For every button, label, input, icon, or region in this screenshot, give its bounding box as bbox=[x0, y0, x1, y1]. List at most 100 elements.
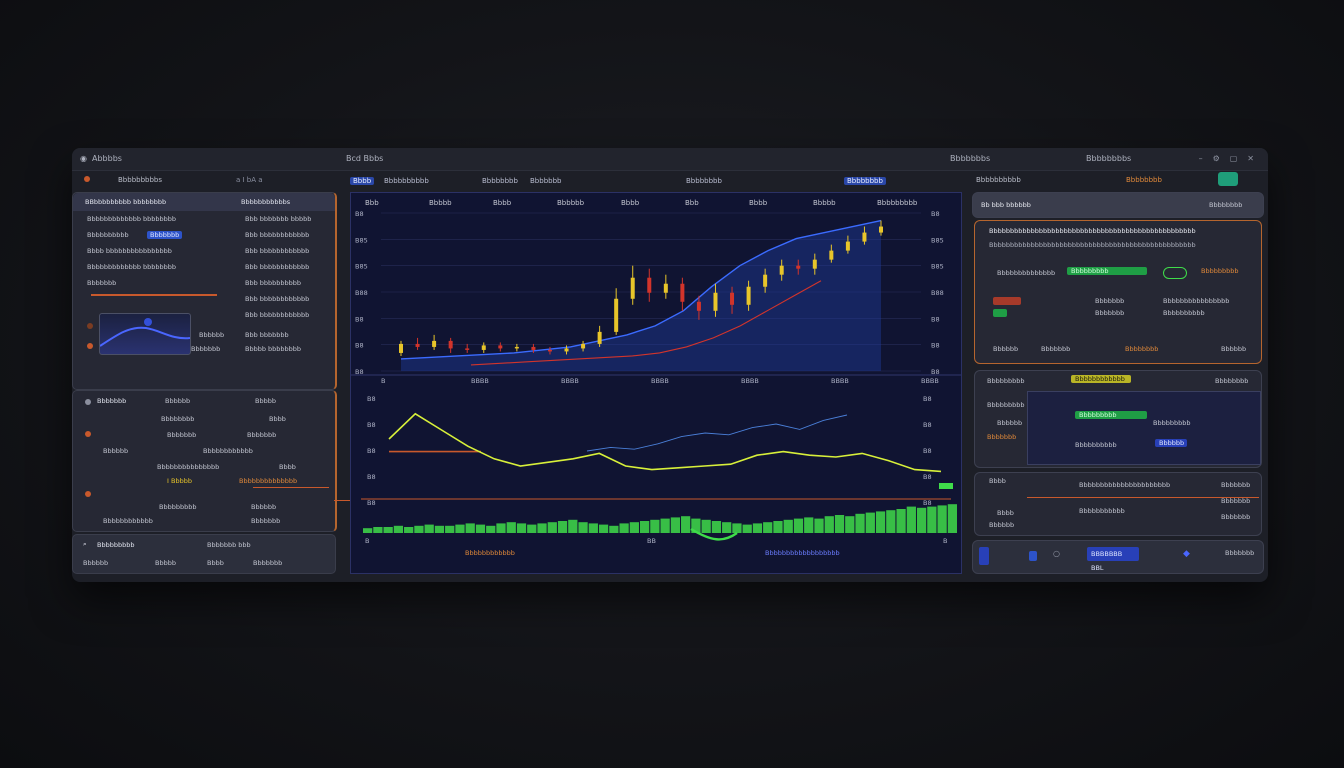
watchlist-row[interactable]: Bbbbbbbbbbbbb bbbbbbbb bbox=[87, 263, 177, 271]
volume-bar bbox=[722, 522, 732, 533]
volume-bar bbox=[486, 525, 496, 533]
order-label: Bbbbbbb bbox=[1095, 309, 1125, 317]
order-foot[interactable]: Bbbbbbb bbox=[1041, 345, 1071, 353]
candle-body bbox=[862, 232, 867, 242]
candle-body bbox=[531, 346, 536, 350]
watchlist-title: BBbbbbbbbbb bbbbbbbb bbox=[85, 198, 167, 206]
y-tick-label-right: B8 bbox=[923, 395, 932, 403]
x-tick-label: B bbox=[365, 537, 369, 545]
row-dot-icon bbox=[87, 323, 93, 329]
watchlist-row-highlight[interactable]: Bbbbbbb bbox=[147, 231, 183, 239]
depth-green-value[interactable]: Bbbbbbbbb bbox=[1075, 411, 1147, 419]
window-title: Abbbbs bbox=[92, 154, 122, 163]
volume-bar bbox=[496, 523, 506, 533]
candle-body bbox=[432, 340, 437, 347]
footer-item[interactable]: Bbbbbbb bbox=[253, 559, 283, 567]
tab-item[interactable]: Bbbbbbbb bbox=[482, 177, 518, 185]
right-panel: Bbbbbbbbbb Bbbbbbbb Bb bbb bbbbbb Bbbbbb… bbox=[972, 172, 1264, 582]
tab-item[interactable]: Bbbbbbbb bbox=[844, 177, 886, 185]
positions-title-c: Bbbbb bbox=[255, 397, 276, 405]
volume-bar bbox=[414, 525, 424, 533]
footer-item[interactable]: Bbbb bbox=[207, 559, 224, 567]
footer-small-icon[interactable] bbox=[1029, 551, 1037, 561]
y-tick-label-right: B8 bbox=[923, 499, 932, 507]
y-tick-label: B85 bbox=[355, 263, 368, 271]
positions-row-value: Bbbb bbox=[279, 463, 296, 471]
mini-preview-chart[interactable] bbox=[99, 313, 191, 355]
close-icon[interactable]: ✕ bbox=[1247, 154, 1254, 163]
positions-row[interactable]: Bbbbbbbbbbbbbbb bbox=[157, 463, 220, 471]
watchlist-row[interactable]: Bbbbbb bbox=[199, 331, 225, 339]
maximize-icon[interactable]: ▢ bbox=[1229, 154, 1238, 163]
right-toggle-icon[interactable] bbox=[1218, 172, 1238, 186]
footer-search-icon[interactable]: ⌕ bbox=[83, 540, 87, 548]
right-top-bar-title: Bb bbb bbbbbb bbox=[981, 201, 1031, 209]
volume-bar bbox=[465, 523, 475, 533]
order-red-indicator bbox=[993, 297, 1021, 305]
volume-bar bbox=[752, 523, 763, 533]
positions-row-value: Bbbbbb bbox=[251, 503, 277, 511]
watchlist-row-value: Bbb bbbbbbbbbbbb bbox=[245, 311, 310, 319]
positions-row-value: Bbbbbbb bbox=[251, 517, 281, 525]
tab-active[interactable]: Bbbb bbox=[350, 177, 375, 185]
volume-dip-line bbox=[690, 527, 738, 541]
depth-inner bbox=[1027, 391, 1261, 465]
watchlist-row[interactable]: Bbbbbbb bbox=[191, 345, 221, 353]
order-green-value[interactable]: Bbbbbbbbb bbox=[1067, 267, 1147, 275]
candle-body bbox=[614, 298, 619, 332]
volume-bar bbox=[804, 517, 814, 533]
positions-row[interactable]: Bbbbbb bbox=[103, 447, 129, 455]
footer-circle-icon[interactable]: ○ bbox=[1053, 549, 1060, 558]
candle-body bbox=[812, 259, 817, 269]
footer-blue-icon[interactable] bbox=[979, 547, 989, 565]
settings-icon[interactable]: ⚙ bbox=[1212, 154, 1220, 163]
volume-bar bbox=[783, 519, 793, 533]
chart-header-label: Bbb bbox=[365, 199, 379, 207]
footer-item[interactable]: Bbbbb bbox=[155, 559, 176, 567]
candle-body bbox=[498, 345, 503, 349]
order-foot[interactable]: Bbbbbb bbox=[1221, 345, 1247, 353]
chart-header-label: Bbbb bbox=[749, 199, 768, 207]
footer-diamond-icon[interactable]: ◆ bbox=[1183, 549, 1190, 559]
watchlist-row[interactable]: Bbbbbbbbbb bbox=[87, 231, 129, 239]
order-foot[interactable]: Bbbbbb bbox=[993, 345, 1019, 353]
order-value: Bbbbbbbbbb bbox=[1163, 309, 1205, 317]
watchlist-row[interactable]: Bbbbbbbbbbbbb bbbbbbbb bbox=[87, 215, 177, 223]
tab-item[interactable]: Bbbbbbbbbb bbox=[384, 177, 429, 185]
positions-row[interactable]: Bbbbbbb bbox=[167, 431, 197, 439]
mini-preview-line bbox=[99, 326, 191, 347]
oscillator-line bbox=[388, 412, 942, 473]
footer-item[interactable]: Bbbbbb bbox=[83, 559, 109, 567]
positions-row[interactable]: Bbbbbbbbb bbox=[159, 503, 197, 511]
right-footer: ○ BBBBBBB BBL ◆ Bbbbbbb bbox=[972, 540, 1264, 574]
watchlist-row-value: Bbb bbbbbbbbbbbb bbox=[245, 295, 310, 303]
positions-title-b: Bbbbbb bbox=[165, 397, 191, 405]
tab-item[interactable]: Bbbbbbbb bbox=[686, 177, 722, 185]
left-header-controls[interactable]: a I bA a bbox=[236, 176, 263, 184]
depth-yellow-value[interactable]: Bbbbbbbbbbbb bbox=[1071, 375, 1131, 383]
chart-area[interactable]: Bbb Bbbbb Bbbb Bbbbbb Bbbb Bbb Bbbb Bbbbb Bbbbbb… bbox=[350, 192, 962, 574]
order-foot[interactable]: Bbbbbbbb bbox=[1125, 345, 1159, 353]
volume-bar bbox=[834, 515, 845, 533]
footer-primary-button[interactable]: BBBBBBB BBL bbox=[1087, 547, 1139, 572]
mini-preview-marker bbox=[144, 318, 152, 326]
candle-body bbox=[746, 286, 751, 305]
chart-header-label: Bbbbb bbox=[813, 199, 836, 207]
order-toggle[interactable] bbox=[1163, 267, 1187, 279]
order-value: Bbbbbbbbb bbox=[1201, 267, 1239, 275]
y-tick-label: B88 bbox=[355, 289, 368, 297]
positions-row[interactable]: Bbbbbbbb bbox=[161, 415, 195, 423]
watchlist-row[interactable]: Bbbbbbb bbox=[87, 279, 117, 287]
positions-row-value: Bbbbbbbbbbbb bbox=[203, 447, 253, 455]
y-tick-label: B8 bbox=[355, 315, 364, 323]
tab-item[interactable]: Bbbbbbb bbox=[530, 177, 562, 185]
positions-row[interactable]: I Bbbbb bbox=[167, 477, 192, 485]
depth-blue-value[interactable]: Bbbbbb bbox=[1155, 439, 1187, 447]
minimize-icon[interactable]: – bbox=[1198, 154, 1203, 163]
watchlist-row[interactable]: Bbbb bbbbbbbbbbbbbbbb bbox=[87, 247, 172, 255]
x-tick-label: B bbox=[381, 377, 385, 385]
chart-tabs: Bbbb Bbbbbbbbbb Bbbbbbbb Bbbbbbb Bbbbbbb… bbox=[350, 174, 960, 190]
positions-row[interactable]: Bbbbbbbbbbbb bbox=[103, 517, 153, 525]
y-tick-label-right: B8 bbox=[931, 368, 940, 376]
positions-icon bbox=[85, 399, 91, 405]
